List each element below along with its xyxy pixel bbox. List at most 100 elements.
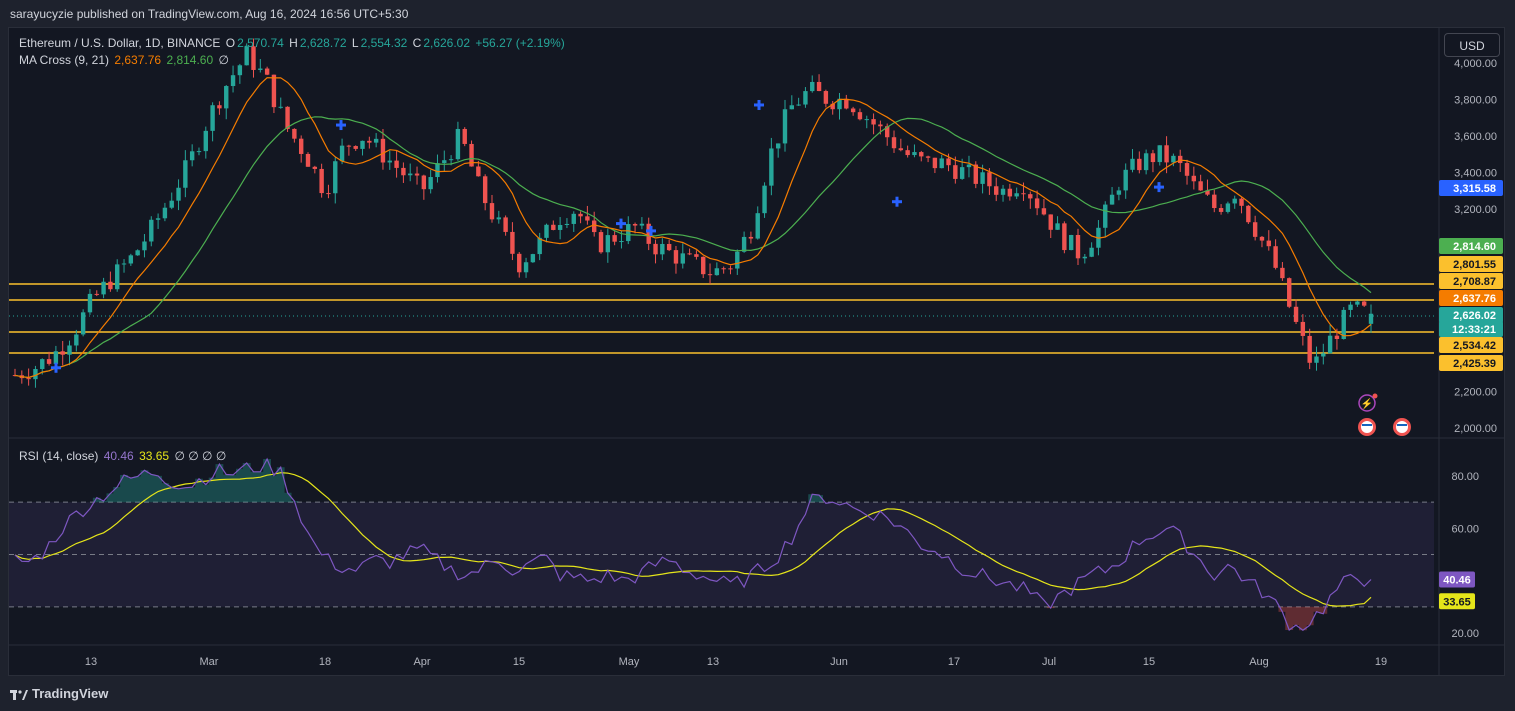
candle-body xyxy=(905,150,910,156)
candle-body xyxy=(360,140,365,149)
candle-body xyxy=(149,219,154,242)
candle-body xyxy=(203,130,208,152)
candle-body xyxy=(646,223,651,244)
candle-body xyxy=(1062,223,1067,251)
us-flag-icon xyxy=(1358,418,1376,436)
price-label-text: 2,637.76 xyxy=(1453,293,1496,305)
candle-body xyxy=(973,164,978,184)
price-label-badge xyxy=(1439,290,1503,306)
candle-body xyxy=(564,223,570,226)
grid xyxy=(9,28,1504,675)
candle-body xyxy=(517,253,522,273)
symbol-name: Ethereum / U.S. Dollar, 1D, BINANCE xyxy=(19,36,221,50)
candle-body xyxy=(1109,194,1115,205)
candle-body xyxy=(544,224,549,238)
price-label-badge xyxy=(1439,273,1503,289)
candle-body xyxy=(387,160,392,163)
chart-panel[interactable]: 4,000.00 3,800.00 3,600.00 3,400.00 3,200.00… xyxy=(8,27,1505,676)
candle-body xyxy=(816,81,822,92)
candle-body xyxy=(707,274,713,276)
candle-body xyxy=(353,146,358,149)
candle-body xyxy=(898,148,904,151)
rsi-legend: RSI (14, close) 40.46 33.65 ∅ ∅ ∅ ∅ xyxy=(19,449,228,463)
candle-body xyxy=(591,220,597,233)
ma-slow-line xyxy=(14,116,1372,379)
candle-body xyxy=(1239,198,1244,206)
candle-body xyxy=(1321,353,1326,357)
candle-body xyxy=(319,168,324,194)
candle-body xyxy=(1232,198,1237,204)
candle-body xyxy=(850,108,856,113)
candle-body xyxy=(312,166,318,169)
candle-body xyxy=(1021,193,1026,195)
candle-body xyxy=(626,224,631,242)
high-label: H xyxy=(289,36,298,50)
earnings-event-icon: ⚡ xyxy=(1358,393,1378,412)
time-tick-label: Apr xyxy=(413,656,430,668)
candle-body xyxy=(701,256,706,275)
candle-body xyxy=(1028,194,1033,199)
candle-body xyxy=(80,312,86,335)
candle-body xyxy=(510,231,515,254)
candle-body xyxy=(878,124,883,127)
candle-body xyxy=(408,173,413,176)
candle-body xyxy=(1273,246,1278,268)
candle-body xyxy=(1341,309,1346,339)
ma-fast-value: 2,637.76 xyxy=(114,53,162,67)
cross-marker xyxy=(51,362,61,373)
change-value: +56.27 (+2.19%) xyxy=(475,36,565,50)
candle-body xyxy=(305,153,311,167)
rsi-lines xyxy=(14,457,1372,631)
time-tick-label: May xyxy=(619,656,640,668)
price-tick-label: 3,600.00 xyxy=(1454,131,1497,143)
rsi-ma-badge xyxy=(1439,593,1475,610)
candle-body xyxy=(653,243,658,255)
candle-body xyxy=(864,119,869,121)
time-tick-label: 18 xyxy=(319,656,331,668)
cross-marker xyxy=(616,218,626,229)
candle-body xyxy=(142,241,147,251)
candle-body xyxy=(33,369,38,380)
rsi-ma-badge-text: 33.65 xyxy=(1443,596,1471,608)
price-tick-label: 3,800.00 xyxy=(1454,95,1497,107)
flag-band xyxy=(1397,424,1407,426)
cross-marker xyxy=(892,196,902,207)
candle-body xyxy=(680,253,685,264)
candle-body xyxy=(1082,256,1088,259)
price-label-text: 2,425.39 xyxy=(1453,358,1496,370)
price-tick-label: 3,400.00 xyxy=(1454,168,1497,180)
price-tick-label: 3,200.00 xyxy=(1454,204,1497,216)
rsi-value-badge xyxy=(1439,571,1475,588)
candle-body xyxy=(26,378,31,380)
currency-button[interactable]: USD xyxy=(1444,33,1500,57)
cross-marker xyxy=(336,120,346,131)
candle-body xyxy=(264,68,270,75)
rsi-line xyxy=(14,457,1372,631)
candle-body xyxy=(1218,208,1224,212)
candle-body xyxy=(660,243,665,255)
time-tick-label: 13 xyxy=(707,656,719,668)
price-tick-label: 2,200.00 xyxy=(1454,387,1497,399)
candle-body xyxy=(939,158,944,169)
candle-body xyxy=(394,160,399,168)
ma-fast-line xyxy=(14,77,1372,379)
price-label-badge xyxy=(1439,238,1503,254)
candle-body xyxy=(871,119,876,125)
time-tick-label: 17 xyxy=(948,656,960,668)
candle-body xyxy=(1212,194,1217,209)
candle-body xyxy=(489,203,495,220)
price-chart-svg[interactable]: 4,000.00 3,800.00 3,600.00 3,400.00 3,200.00… xyxy=(9,28,1505,676)
candle-body xyxy=(803,91,808,105)
time-tick-label: 19 xyxy=(1375,656,1387,668)
candle-body xyxy=(1089,247,1094,257)
time-tick-label: 15 xyxy=(513,656,525,668)
candle-body xyxy=(196,151,202,153)
ma-slow-value: 2,814.60 xyxy=(166,53,214,67)
lightning-icon: ⚡ xyxy=(1361,397,1373,410)
candle-body xyxy=(891,137,897,149)
candle-body xyxy=(135,250,140,256)
candle-body xyxy=(919,152,924,157)
candle-body xyxy=(469,143,474,167)
candle-body xyxy=(987,172,992,187)
candle-body xyxy=(1103,204,1108,228)
